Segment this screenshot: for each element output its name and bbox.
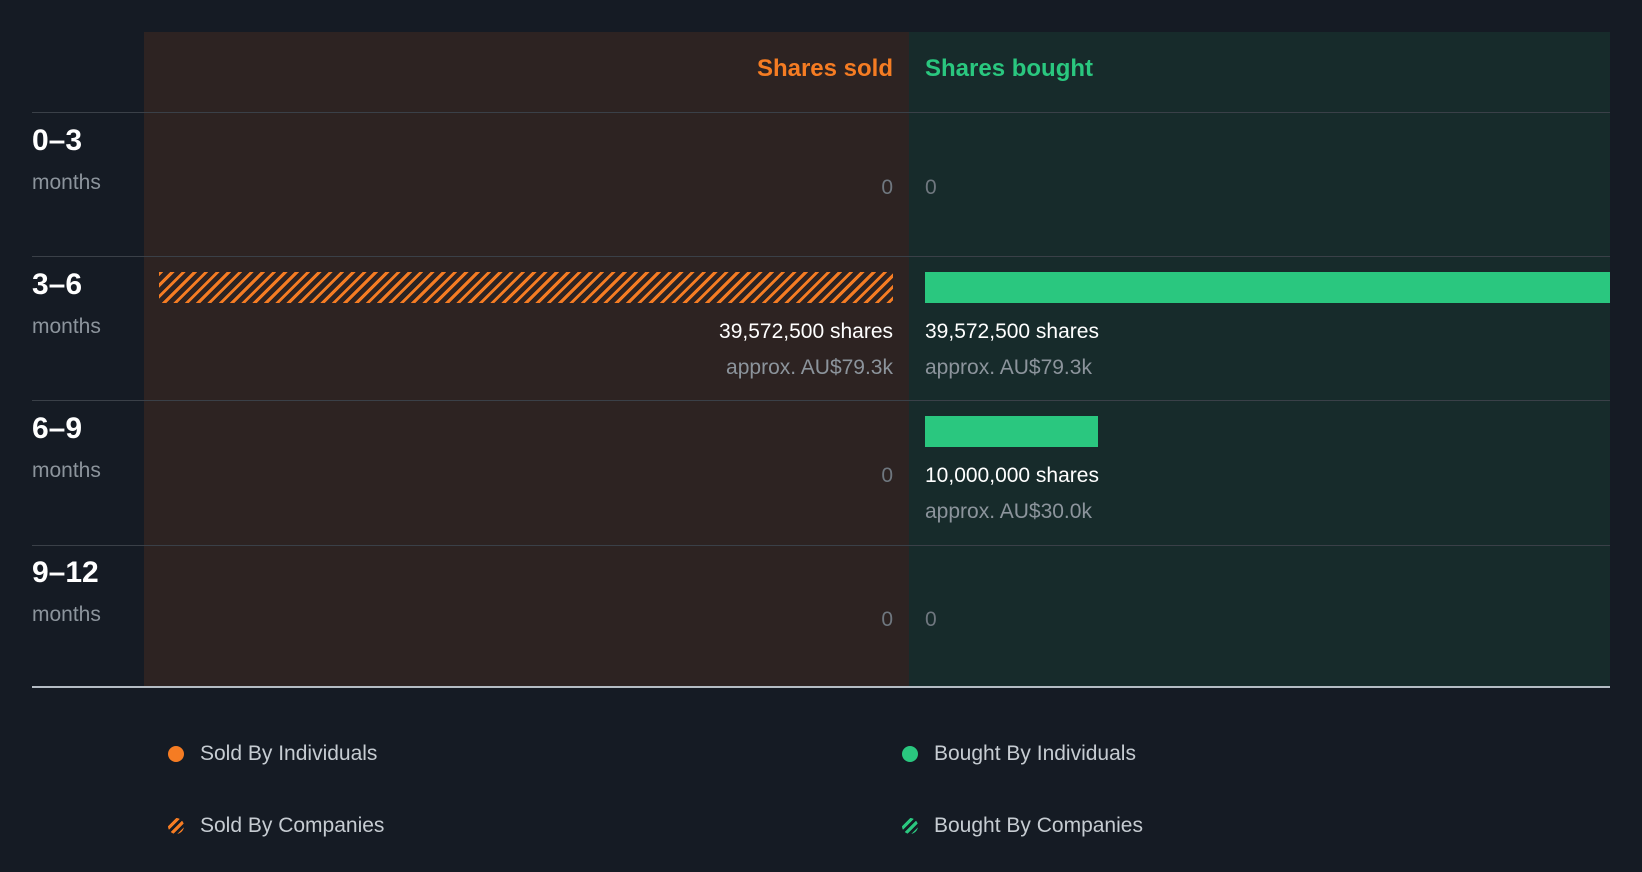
period-unit: months xyxy=(32,603,101,626)
legend-label: Bought By Companies xyxy=(934,814,1143,837)
bought-approx-value: approx. AU$30.0k xyxy=(925,500,1092,523)
bought-shares-label: 10,000,000 shares xyxy=(925,464,1099,487)
row-divider xyxy=(32,545,1610,546)
bought-zero-value: 0 xyxy=(925,176,937,199)
period-unit: months xyxy=(32,171,101,194)
legend-sold-by-companies[interactable]: Sold By Companies xyxy=(168,814,384,838)
period-range: 3–6 xyxy=(32,268,83,301)
row-label-3-6-months: 3–6 months xyxy=(32,270,101,339)
row-label-0-3-months: 0–3 months xyxy=(32,126,101,195)
bought-zero-value: 0 xyxy=(925,608,937,631)
hatched-orange-dot-icon xyxy=(168,818,184,834)
row-divider xyxy=(32,400,1610,401)
legend-sold-by-individuals[interactable]: Sold By Individuals xyxy=(168,742,377,766)
row-divider xyxy=(32,112,1610,113)
green-dot-icon xyxy=(902,746,918,762)
shares-sold-header: Shares sold xyxy=(756,55,893,82)
orange-dot-icon xyxy=(168,746,184,762)
bought-approx-value: approx. AU$79.3k xyxy=(925,356,1092,379)
legend-label: Sold By Individuals xyxy=(200,742,378,765)
shares-sold-panel xyxy=(144,32,909,687)
row-divider xyxy=(32,256,1610,257)
axis-line xyxy=(32,686,1610,688)
shares-bought-panel xyxy=(909,32,1610,687)
bought-shares-label: 39,572,500 shares xyxy=(925,320,1099,343)
legend-bought-by-companies[interactable]: Bought By Companies xyxy=(902,814,1143,838)
legend-bought-by-individuals[interactable]: Bought By Individuals xyxy=(902,742,1136,766)
period-unit: months xyxy=(32,315,101,338)
sold-zero-value: 0 xyxy=(881,608,893,631)
bar-sold-by-companies-3-6-months xyxy=(159,272,893,303)
period-unit: months xyxy=(32,459,101,482)
sold-zero-value: 0 xyxy=(881,176,893,199)
bar-bought-by-individuals-6-9-months xyxy=(925,416,1099,447)
legend-label: Sold By Companies xyxy=(200,814,385,837)
period-range: 6–9 xyxy=(32,412,83,445)
period-range: 0–3 xyxy=(32,124,83,157)
period-range: 9–12 xyxy=(32,556,99,589)
bar-bought-by-individuals-3-6-months xyxy=(925,272,1610,303)
sold-zero-value: 0 xyxy=(881,464,893,487)
row-label-9-12-months: 9–12 months xyxy=(32,558,101,627)
hatched-green-dot-icon xyxy=(902,818,918,834)
row-label-6-9-months: 6–9 months xyxy=(32,414,101,483)
shares-bought-header: Shares bought xyxy=(925,55,1094,82)
sold-shares-label: 39,572,500 shares xyxy=(719,320,893,343)
sold-approx-value: approx. AU$79.3k xyxy=(726,356,893,379)
legend-label: Bought By Individuals xyxy=(934,742,1136,765)
